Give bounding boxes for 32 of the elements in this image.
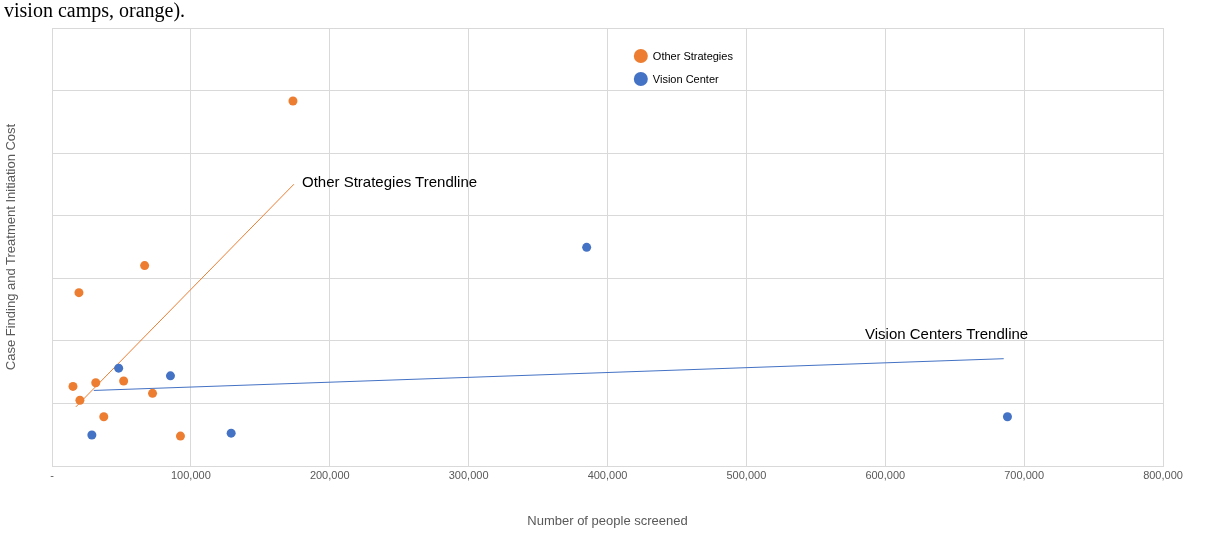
x-tick-label: 800,000 [1143,468,1183,481]
x-tick-label: 700,000 [1004,468,1045,481]
x-tick-label: 500,000 [726,468,767,481]
x-tick-label: 200,000 [309,468,350,481]
point [165,371,175,381]
x-tick-label: 600,000 [865,468,906,481]
point [119,376,129,386]
point [175,431,185,441]
x-tick-label: 400,000 [587,468,628,481]
x-tick-label: 300,000 [448,468,489,481]
point [288,96,298,106]
point [99,412,109,422]
point [87,430,97,440]
text: vision camps, orange). [4,0,186,23]
point [582,242,592,252]
point [140,261,150,271]
legend-label: Other Strategies [652,50,734,63]
x-tick-label: - [50,468,55,481]
annotation: Other Strategies Trendline [302,173,478,191]
x-tick-label: 100,000 [170,468,211,481]
point [148,388,158,398]
point [226,428,236,438]
legend-label: Vision Center [652,73,719,86]
y-axis-title: Case Finding and Treatment Initiation Cost [3,123,19,371]
point [1002,412,1012,422]
point [91,378,101,388]
annotation: Vision Centers Trendline [865,325,1029,343]
point [74,288,84,298]
point [75,395,85,405]
x-axis-title: Number of people screened [527,512,688,528]
point [114,363,124,373]
point [68,381,78,391]
